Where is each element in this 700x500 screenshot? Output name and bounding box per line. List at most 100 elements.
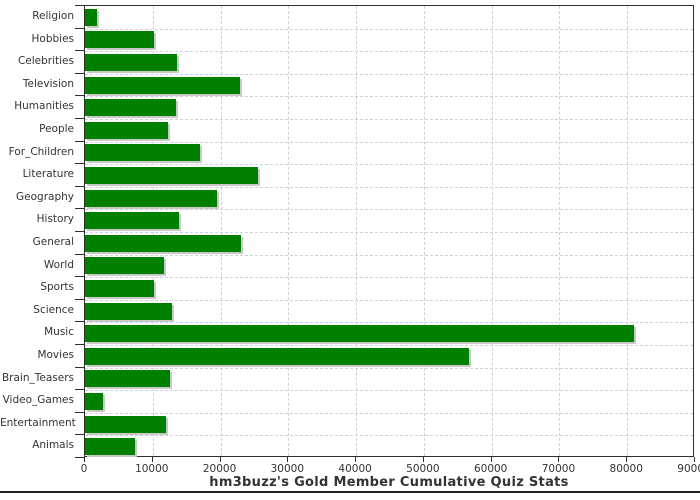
category-label: Geography bbox=[16, 190, 74, 203]
x-axis-label: 90000 bbox=[677, 463, 700, 475]
bar-literature bbox=[85, 167, 258, 184]
x-axis-label: 80000 bbox=[609, 463, 643, 475]
x-axis-label: 20000 bbox=[202, 463, 237, 475]
y-axis-tick bbox=[75, 185, 84, 187]
vertical-gridline bbox=[423, 6, 425, 456]
vertical-gridline bbox=[356, 6, 358, 456]
x-axis-label: 40000 bbox=[338, 463, 372, 475]
bar-entertainment bbox=[85, 415, 166, 433]
category-label: Brain_Teasers bbox=[1, 371, 74, 384]
horizontal-gridline bbox=[85, 28, 693, 30]
y-axis-tick bbox=[75, 344, 84, 345]
bar-video_games bbox=[85, 393, 104, 410]
vertical-gridline bbox=[627, 6, 629, 456]
y-axis-tick bbox=[75, 321, 84, 323]
x-axis-tick bbox=[219, 457, 221, 462]
horizontal-gridline bbox=[85, 345, 693, 346]
bar-hobbies bbox=[85, 31, 155, 49]
bottom-divider bbox=[0, 491, 700, 493]
y-axis-tick bbox=[75, 366, 84, 368]
horizontal-gridline bbox=[85, 277, 693, 279]
bar-geography bbox=[85, 189, 218, 207]
y-axis-tick bbox=[75, 298, 84, 300]
bar-music bbox=[85, 325, 634, 343]
vertical-gridline bbox=[220, 6, 222, 456]
x-axis-tick bbox=[151, 457, 153, 462]
vertical-gridline bbox=[288, 6, 290, 456]
horizontal-gridline bbox=[85, 322, 693, 324]
bar-brain_teasers bbox=[85, 370, 170, 388]
y-axis-tick bbox=[75, 27, 84, 29]
horizontal-gridline bbox=[85, 73, 693, 75]
category-label: Humanities bbox=[14, 100, 74, 113]
y-axis-tick bbox=[75, 457, 84, 458]
y-axis-tick bbox=[75, 276, 84, 278]
category-label: Music bbox=[44, 326, 74, 339]
category-label: Television bbox=[22, 77, 74, 90]
category-label: Religion bbox=[32, 10, 74, 22]
category-label: Animals bbox=[32, 439, 74, 452]
bar-celebrities bbox=[85, 54, 178, 71]
category-label: Literature bbox=[22, 168, 74, 181]
vertical-gridline bbox=[559, 6, 561, 456]
x-axis-label: 70000 bbox=[541, 463, 576, 475]
horizontal-gridline bbox=[85, 119, 693, 120]
y-axis-tick bbox=[75, 140, 84, 142]
category-label: Sports bbox=[40, 281, 74, 294]
horizontal-gridline bbox=[85, 412, 693, 414]
x-axis-tick bbox=[84, 457, 85, 462]
x-axis-label: 0 bbox=[80, 463, 88, 475]
bar-people bbox=[85, 121, 168, 139]
y-axis-tick bbox=[75, 163, 84, 165]
bar-humanities bbox=[85, 99, 176, 117]
category-label: History bbox=[36, 213, 74, 226]
y-axis-tick bbox=[75, 231, 84, 232]
category-label: Science bbox=[33, 303, 74, 316]
x-axis-tick bbox=[287, 457, 289, 462]
x-axis-label: 30000 bbox=[270, 463, 305, 475]
y-axis-tick bbox=[75, 5, 84, 6]
y-axis-tick bbox=[75, 434, 84, 436]
bar-television bbox=[85, 76, 240, 94]
bar-general bbox=[85, 234, 241, 252]
horizontal-gridline bbox=[85, 186, 693, 188]
horizontal-gridline bbox=[85, 390, 693, 392]
bar-science bbox=[85, 302, 173, 320]
horizontal-gridline bbox=[85, 209, 693, 211]
x-axis-label: 10000 bbox=[135, 463, 169, 475]
horizontal-gridline bbox=[85, 254, 693, 256]
bar-world bbox=[85, 257, 165, 275]
y-axis-tick bbox=[75, 72, 84, 74]
horizontal-gridline bbox=[85, 299, 693, 301]
y-axis-tick bbox=[75, 50, 84, 52]
y-axis-tick bbox=[75, 411, 84, 413]
bar-history bbox=[85, 212, 180, 230]
x-axis-label: 60000 bbox=[473, 463, 508, 475]
horizontal-gridline bbox=[85, 164, 693, 166]
x-axis-tick bbox=[422, 457, 424, 462]
category-label: For_Children bbox=[8, 145, 74, 158]
vertical-gridline bbox=[152, 6, 154, 456]
category-label: World bbox=[43, 258, 74, 271]
plot-area bbox=[84, 5, 694, 457]
x-axis-tick bbox=[355, 457, 357, 462]
horizontal-gridline bbox=[85, 51, 693, 53]
category-label: Video_Games bbox=[2, 394, 74, 407]
category-label: People bbox=[39, 123, 74, 135]
category-label: Movies bbox=[37, 349, 74, 361]
bar-religion bbox=[85, 8, 97, 26]
x-axis-tick bbox=[626, 457, 628, 462]
horizontal-gridline bbox=[85, 96, 693, 98]
chart-title: hm3buzz's Gold Member Cumulative Quiz St… bbox=[209, 475, 569, 490]
x-axis-tick bbox=[490, 457, 492, 462]
y-axis-tick bbox=[75, 253, 84, 255]
category-label: Entertainment bbox=[0, 416, 76, 429]
horizontal-gridline bbox=[85, 232, 693, 233]
bar-movies bbox=[85, 347, 470, 365]
y-axis-tick bbox=[75, 389, 84, 391]
bar-sports bbox=[85, 280, 155, 297]
x-axis-tick bbox=[558, 457, 560, 462]
category-label: General bbox=[32, 236, 74, 248]
x-axis-label: 50000 bbox=[406, 463, 440, 475]
